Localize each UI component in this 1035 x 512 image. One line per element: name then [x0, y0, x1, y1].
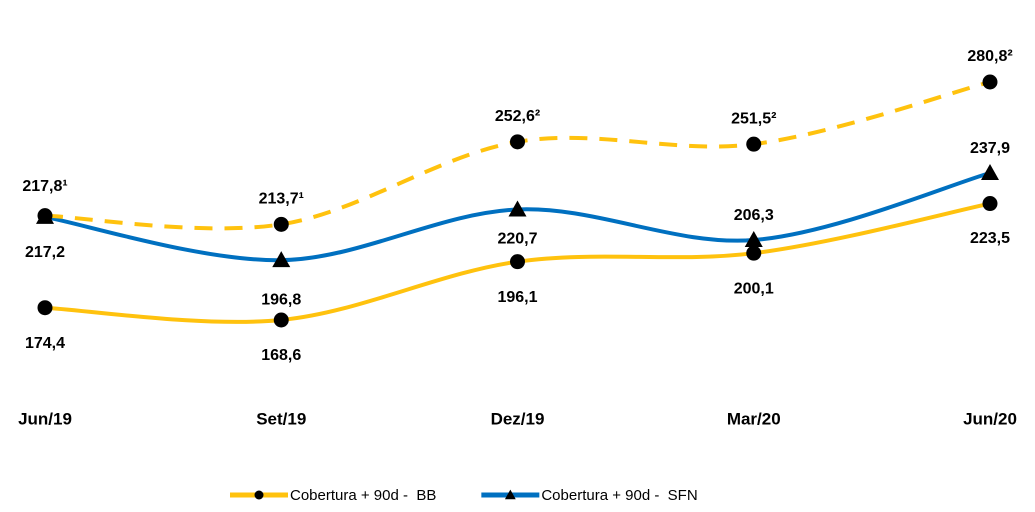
legend-label: Cobertura + 90d - SFN [541, 487, 697, 504]
x-tick-label: Jun/19 [18, 409, 72, 428]
legend-marker [254, 490, 264, 500]
x-tick-label: Set/19 [256, 409, 306, 428]
point [982, 74, 998, 90]
data-label: 168,6 [261, 347, 301, 364]
point [37, 208, 53, 224]
point [746, 136, 762, 152]
data-label: 252,6² [495, 108, 540, 125]
data-label: 196,8 [261, 291, 301, 308]
legend-marker [504, 489, 516, 500]
legend-label: Cobertura + 90d - BB [290, 487, 436, 504]
point [510, 254, 525, 270]
data-label: 251,5² [731, 110, 776, 127]
data-label: 280,8² [967, 48, 1012, 65]
point [37, 300, 53, 316]
data-label: 200,1 [734, 280, 774, 297]
point [273, 216, 289, 232]
point [510, 134, 525, 150]
x-tick-label: Dez/19 [491, 409, 545, 428]
x-tick-label: Jun/20 [963, 409, 1017, 428]
data-label: 217,8¹ [22, 178, 67, 195]
data-label: 220,7 [497, 231, 537, 248]
data-label: 174,4 [25, 335, 65, 352]
point [744, 231, 763, 248]
point [981, 164, 999, 180]
point [272, 251, 291, 268]
point [746, 245, 762, 261]
data-label: 223,5 [970, 230, 1010, 247]
point [273, 312, 289, 328]
point [508, 200, 527, 217]
data-label: 237,9 [970, 140, 1010, 157]
data-label: 217,2 [25, 244, 65, 261]
data-label: 206,3 [734, 207, 774, 224]
data-label: 196,1 [497, 289, 537, 306]
data-label: 213,7¹ [259, 191, 304, 208]
point [982, 196, 998, 212]
x-tick-label: Mar/20 [727, 409, 781, 428]
